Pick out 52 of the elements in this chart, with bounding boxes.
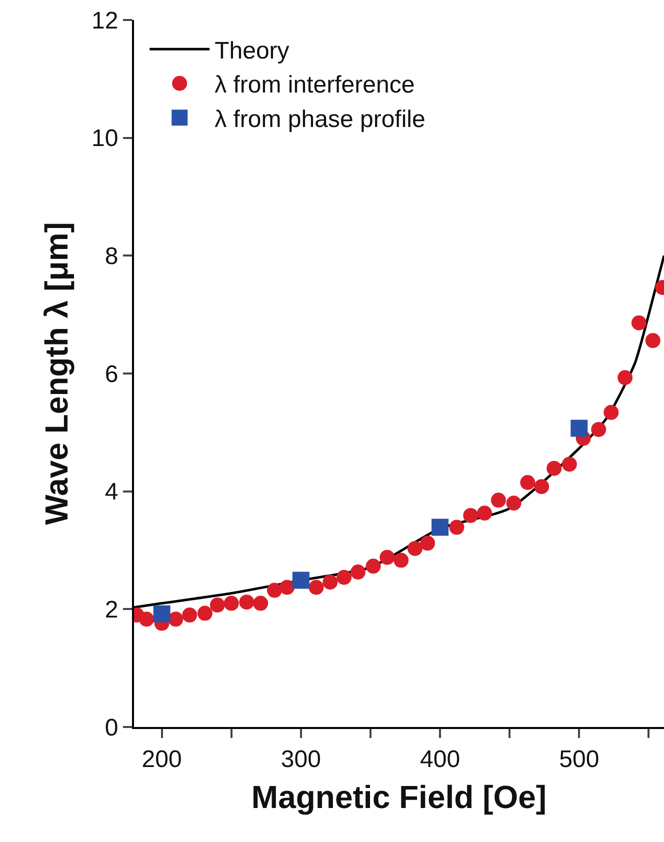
point xyxy=(534,479,550,494)
legend-label: Theory xyxy=(214,38,290,65)
point xyxy=(224,596,239,611)
point xyxy=(280,580,295,595)
x-tick-label: 400 xyxy=(420,746,460,773)
point xyxy=(308,580,324,595)
y-tick-label: 0 xyxy=(104,714,118,742)
point xyxy=(253,596,268,611)
legend-label: λ from interference xyxy=(214,72,415,99)
point xyxy=(153,605,170,622)
y-tick-label: 2 xyxy=(104,596,118,624)
point xyxy=(477,506,492,521)
point xyxy=(570,420,588,437)
y-axis-title: Wave Length λ [μm] xyxy=(38,222,74,525)
legend-label: λ from phase profile xyxy=(214,106,426,133)
y-tick-label: 4 xyxy=(104,478,118,506)
point xyxy=(420,536,436,551)
point xyxy=(336,570,352,585)
y-tick-label: 12 xyxy=(91,7,118,34)
point xyxy=(322,574,338,590)
point xyxy=(604,404,619,420)
x-tick-label: 300 xyxy=(280,746,321,773)
y-tick-label: 6 xyxy=(104,360,118,388)
x-tick-label: 500 xyxy=(559,746,600,773)
x-tick-label: 200 xyxy=(142,746,182,773)
point xyxy=(366,558,381,574)
point xyxy=(210,598,225,613)
y-tick-label: 10 xyxy=(91,125,118,152)
point xyxy=(267,582,282,598)
point xyxy=(432,518,449,536)
point xyxy=(546,460,562,476)
point xyxy=(506,496,522,511)
x-axis-title: Magnetic Field [Oe] xyxy=(251,779,547,816)
point xyxy=(239,594,254,610)
point xyxy=(449,520,464,535)
point xyxy=(645,333,660,348)
point xyxy=(380,550,395,565)
point xyxy=(631,315,646,330)
point xyxy=(350,564,366,580)
point xyxy=(139,612,154,627)
point xyxy=(394,552,409,568)
point xyxy=(618,370,633,386)
point xyxy=(197,606,212,621)
point xyxy=(182,608,198,623)
point xyxy=(591,422,606,437)
point xyxy=(562,456,577,472)
point xyxy=(408,540,422,556)
point xyxy=(490,492,506,508)
point xyxy=(463,508,478,523)
point xyxy=(520,475,536,490)
y-tick-label: 8 xyxy=(104,243,118,270)
point xyxy=(292,572,310,589)
